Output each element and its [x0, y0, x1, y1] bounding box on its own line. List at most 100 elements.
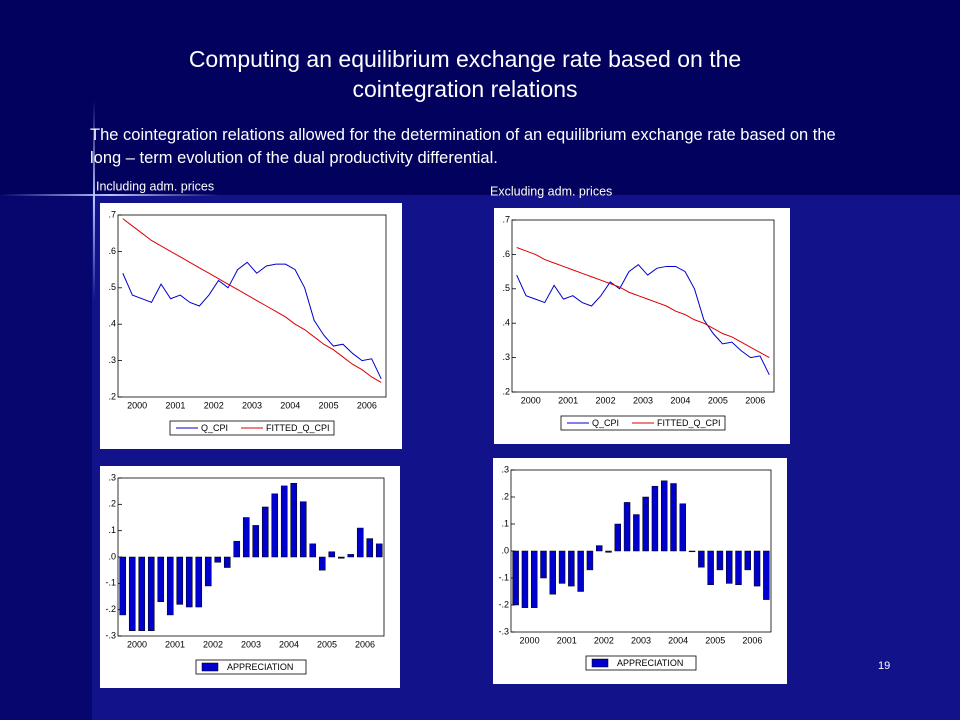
data-line [122, 261, 382, 380]
bar [586, 550, 594, 571]
y-tick-label: -.3 [105, 630, 116, 640]
bar [138, 556, 146, 631]
bar [633, 514, 640, 552]
bar [623, 502, 631, 552]
glow [93, 100, 95, 300]
x-tick-label: 2003 [242, 400, 262, 410]
bar [707, 550, 714, 585]
x-tick-label: 2004 [279, 639, 299, 649]
plot-frame [511, 219, 775, 393]
y-tick-label: .3 [502, 352, 510, 362]
bar [271, 493, 279, 558]
x-tick-label: 2002 [594, 635, 614, 645]
y-tick-label: -.2 [498, 599, 509, 609]
bar [375, 543, 383, 558]
chart-title: Including adm. prices [96, 179, 214, 193]
header-band [0, 0, 960, 195]
data-line [516, 264, 770, 376]
data-line [516, 247, 770, 359]
x-tick-label: 2003 [633, 395, 653, 405]
x-tick-label: 2001 [165, 639, 185, 649]
legend-label: Q_CPI [201, 423, 228, 433]
x-tick-label: 2005 [708, 395, 728, 405]
y-tick-label: .5 [502, 283, 510, 293]
x-tick-label: 2002 [203, 639, 223, 649]
bar [595, 545, 603, 552]
slide-body: The cointegration relations allowed for … [90, 126, 836, 167]
bar [119, 556, 127, 616]
bar [521, 550, 529, 608]
legend-label: FITTED_Q_CPI [657, 418, 721, 428]
bar [309, 543, 317, 558]
bar [568, 550, 575, 587]
x-tick-label: 2006 [355, 639, 375, 649]
bar [280, 485, 288, 558]
y-tick-label: .2 [108, 391, 116, 401]
bar [299, 501, 307, 558]
slide-title: Computing an equilibrium exchange rate b… [188, 46, 742, 102]
x-tick-label: 2006 [742, 635, 762, 645]
legend-label: FITTED_Q_CPI [266, 423, 330, 433]
bar [166, 556, 174, 616]
y-tick-label: .5 [108, 282, 116, 292]
y-tick-label: .6 [502, 249, 510, 259]
bar [290, 483, 298, 558]
bar [328, 551, 336, 558]
bar [242, 517, 250, 558]
bar [337, 556, 345, 559]
y-tick-label: -.3 [498, 626, 509, 636]
y-tick-label: -.1 [105, 578, 116, 588]
bar [660, 480, 668, 552]
bar [763, 550, 770, 600]
y-tick-label: .3 [501, 464, 509, 474]
x-tick-label: 2003 [241, 639, 261, 649]
x-tick-label: 2006 [745, 395, 765, 405]
bar [214, 556, 222, 563]
x-tick-label: 2006 [357, 400, 377, 410]
y-tick-label: .0 [501, 545, 509, 555]
x-tick-label: 2004 [668, 635, 688, 645]
glow [0, 194, 220, 196]
bar [688, 550, 696, 553]
y-tick-label: .4 [502, 318, 510, 328]
legend-label: APPRECIATION [617, 658, 683, 668]
chart-panel [494, 208, 790, 444]
chart-title: Excluding adm. prices [490, 184, 612, 198]
bar [204, 556, 212, 587]
bar [261, 506, 269, 558]
bar [195, 556, 203, 608]
bar [540, 550, 547, 579]
y-tick-label: .7 [108, 209, 116, 219]
x-tick-label: 2003 [631, 635, 651, 645]
x-tick-label: 2001 [165, 400, 185, 410]
bar [356, 527, 364, 558]
x-tick-label: 2000 [520, 635, 540, 645]
bar [147, 556, 155, 631]
bar [157, 556, 165, 603]
page-number: 19 [878, 660, 891, 672]
bar [716, 550, 724, 571]
bar [176, 556, 184, 605]
bar [744, 550, 752, 571]
x-tick-label: 2005 [705, 635, 725, 645]
bar [698, 550, 705, 568]
y-tick-label: .2 [108, 499, 116, 509]
x-tick-label: 2005 [319, 400, 339, 410]
y-tick-label: .7 [502, 214, 510, 224]
y-tick-label: .3 [108, 472, 116, 482]
y-tick-label: .6 [108, 246, 116, 256]
bar [614, 523, 622, 552]
bar [252, 525, 260, 558]
side-band [0, 195, 92, 720]
y-tick-label: -.1 [498, 572, 509, 582]
bar [318, 556, 326, 571]
bar [549, 550, 557, 595]
x-tick-label: 2000 [127, 400, 147, 410]
x-tick-label: 2005 [317, 639, 337, 649]
plot-frame [117, 214, 387, 398]
bar [670, 483, 677, 552]
bar [651, 485, 659, 552]
y-tick-label: .1 [501, 518, 509, 528]
